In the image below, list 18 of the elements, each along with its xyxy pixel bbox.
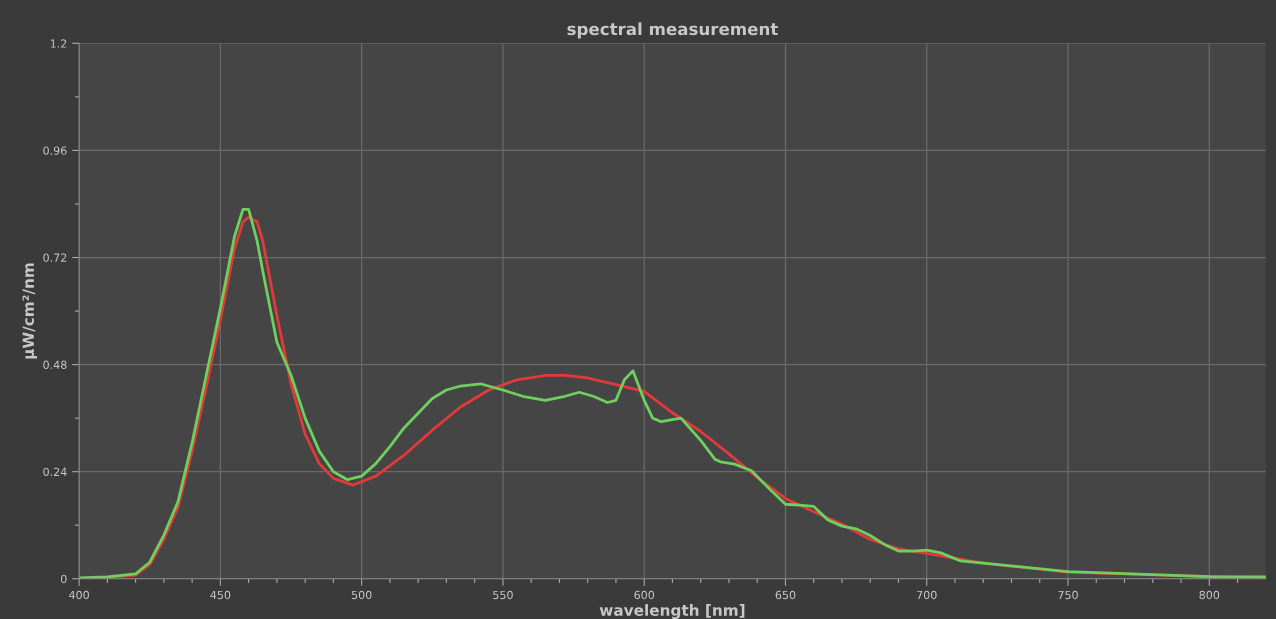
x-tick-label: 700 (917, 590, 937, 600)
chart-title: spectral measurement (567, 22, 778, 39)
y-tick-label: 0 (60, 574, 67, 584)
y-tick-label: 0.24 (43, 467, 67, 477)
x-tick-label: 500 (351, 590, 372, 600)
y-tick-label: 0.72 (43, 253, 67, 262)
x-tick-label: 650 (775, 590, 796, 600)
x-tick-label: 800 (1199, 590, 1220, 600)
x-tick-label: 600 (634, 590, 655, 600)
y-tick-label: 0.48 (43, 360, 67, 369)
x-tick-label: 400 (69, 590, 89, 600)
x-tick-label: 750 (1058, 590, 1078, 600)
x-axis-title: wavelength [nm] (599, 604, 745, 619)
x-tick-label: 550 (493, 590, 513, 600)
x-tick-label: 450 (210, 590, 231, 600)
y-tick-label: 1.2 (50, 39, 67, 48)
y-tick-label: 0.96 (43, 146, 67, 155)
y-axis-title: µW/cm²/nm (22, 263, 38, 359)
